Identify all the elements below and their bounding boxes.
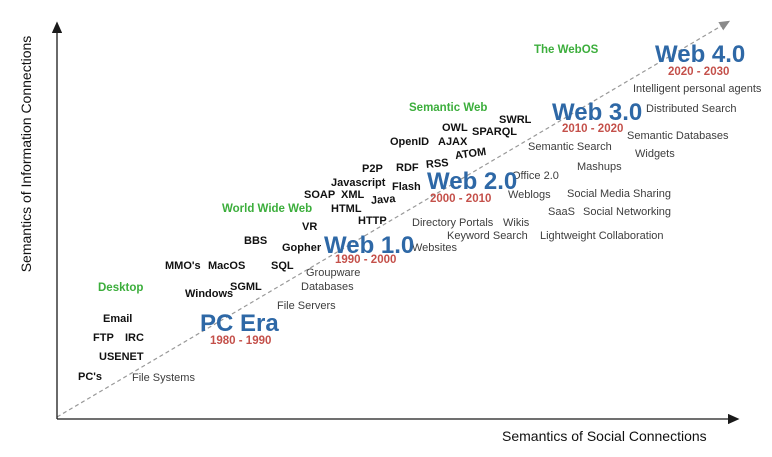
tech-label-macos: MacOS <box>208 260 246 272</box>
app-label-intelligent-personal-agents: Intelligent personal agents <box>633 83 762 95</box>
app-label-office-2-0: Office 2.0 <box>512 170 559 182</box>
tech-label-sql: SQL <box>271 260 294 272</box>
app-label-groupware: Groupware <box>306 267 361 279</box>
tech-label-xml: XML <box>341 189 365 201</box>
tech-label-owl: OWL <box>442 122 468 134</box>
tech-label-java: Java <box>370 192 396 208</box>
tech-label-windows: Windows <box>185 288 234 300</box>
app-label-directory-portals: Directory Portals <box>412 217 494 229</box>
tech-label-pc-s: PC's <box>78 371 103 383</box>
app-label-weblogs: Weblogs <box>508 189 551 201</box>
tech-label-vr: VR <box>302 221 318 233</box>
app-label-social-networking: Social Networking <box>583 206 672 218</box>
app-label-websites: Websites <box>412 242 458 254</box>
tech-label-ftp: FTP <box>93 332 114 344</box>
era-date-1980-1990: 1980 - 1990 <box>210 335 272 347</box>
app-label-semantic-search: Semantic Search <box>528 141 612 153</box>
app-label-semantic-databases: Semantic Databases <box>627 130 729 142</box>
app-label-mashups: Mashups <box>577 161 622 173</box>
milestone-label-semantic-web: Semantic Web <box>409 102 488 114</box>
tech-label-mmo-s: MMO's <box>165 260 201 272</box>
era-title-web-1-0: Web 1.0 <box>324 232 415 259</box>
tech-label-html: HTML <box>331 203 362 215</box>
tech-label-ajax: AJAX <box>438 136 468 148</box>
era-date-2020-2030: 2020 - 2030 <box>668 66 730 78</box>
app-label-widgets: Widgets <box>635 148 675 160</box>
tech-label-javascript: Javascript <box>331 177 386 189</box>
app-label-databases: Databases <box>301 281 354 293</box>
app-label-file-servers: File Servers <box>277 300 336 312</box>
app-label-wikis: Wikis <box>503 217 530 229</box>
milestone-label-the-webos: The WebOS <box>534 44 599 56</box>
tech-label-soap: SOAP <box>304 189 336 201</box>
era-title-web-2-0: Web 2.0 <box>427 168 518 195</box>
diagonal-trend-line <box>56 20 731 418</box>
era-title-pc-era: PC Era <box>200 310 279 337</box>
tech-label-email: Email <box>103 313 133 325</box>
app-label-social-media-sharing: Social Media Sharing <box>567 188 671 200</box>
tech-label-p2p: P2P <box>362 163 383 175</box>
tech-label-sparql: SPARQL <box>472 126 518 138</box>
tech-label-flash: Flash <box>392 181 421 193</box>
era-date-2010-2020: 2010 - 2020 <box>562 123 624 135</box>
era-title-web-4-0: Web 4.0 <box>655 41 746 68</box>
tech-label-sgml: SGML <box>230 281 262 293</box>
x-axis-label: Semantics of Social Connections <box>502 428 707 444</box>
app-label-distributed-search: Distributed Search <box>646 103 737 115</box>
tech-label-http: HTTP <box>358 215 387 227</box>
tech-label-openid: OpenID <box>390 136 430 148</box>
app-label-keyword-search: Keyword Search <box>447 230 528 242</box>
app-label-lightweight-collaboration: Lightweight Collaboration <box>540 230 664 242</box>
y-axis-label: Semantics of Information Connections <box>17 35 34 273</box>
milestone-label-desktop: Desktop <box>98 282 144 294</box>
app-label-file-systems: File Systems <box>132 372 195 384</box>
era-date-2000-2010: 2000 - 2010 <box>430 193 492 205</box>
milestone-label-world-wide-web: World Wide Web <box>222 203 313 215</box>
era-date-1990-2000: 1990 - 2000 <box>335 254 397 266</box>
app-label-saas: SaaS <box>548 206 575 218</box>
era-title-web-3-0: Web 3.0 <box>552 99 643 126</box>
tech-label-gopher: Gopher <box>282 242 322 254</box>
tech-label-rdf: RDF <box>396 162 419 174</box>
tech-label-irc: IRC <box>125 332 144 344</box>
tech-label-bbs: BBS <box>244 235 268 247</box>
tech-label-swrl: SWRL <box>499 114 532 126</box>
tech-label-usenet: USENET <box>99 351 144 363</box>
